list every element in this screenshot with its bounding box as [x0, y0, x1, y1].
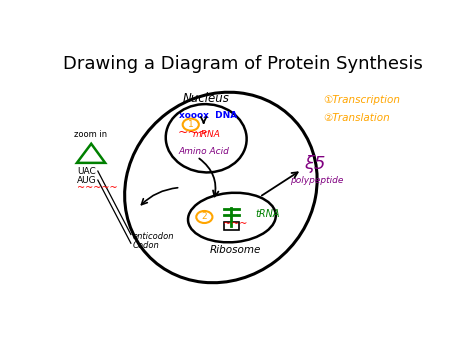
Text: Codon: Codon	[133, 241, 159, 250]
Text: 1: 1	[188, 120, 194, 129]
Text: ~~~: ~~~	[178, 126, 209, 139]
Text: xooox  DNA: xooox DNA	[179, 110, 237, 120]
Text: zoom in: zoom in	[74, 130, 107, 139]
Text: AUG: AUG	[77, 176, 97, 185]
Text: Drawing a Diagram of Protein Synthesis: Drawing a Diagram of Protein Synthesis	[63, 55, 423, 73]
Text: anticodon: anticodon	[133, 232, 174, 241]
Text: UAC: UAC	[77, 166, 96, 176]
Text: ①Transcription: ①Transcription	[324, 95, 401, 105]
Text: 2: 2	[201, 213, 207, 222]
Text: mRNA: mRNA	[192, 130, 220, 139]
Text: Nucleus: Nucleus	[183, 92, 229, 105]
Text: ~~~: ~~~	[223, 219, 248, 229]
Text: ②Translation: ②Translation	[324, 113, 391, 123]
Text: ξ5: ξ5	[304, 155, 325, 173]
Text: tRNA: tRNA	[256, 209, 280, 219]
Text: Ribosome: Ribosome	[210, 245, 261, 255]
Text: Amino Acid: Amino Acid	[179, 147, 230, 157]
Text: polypeptide: polypeptide	[290, 176, 343, 185]
Text: ~~~~~: ~~~~~	[77, 183, 118, 193]
